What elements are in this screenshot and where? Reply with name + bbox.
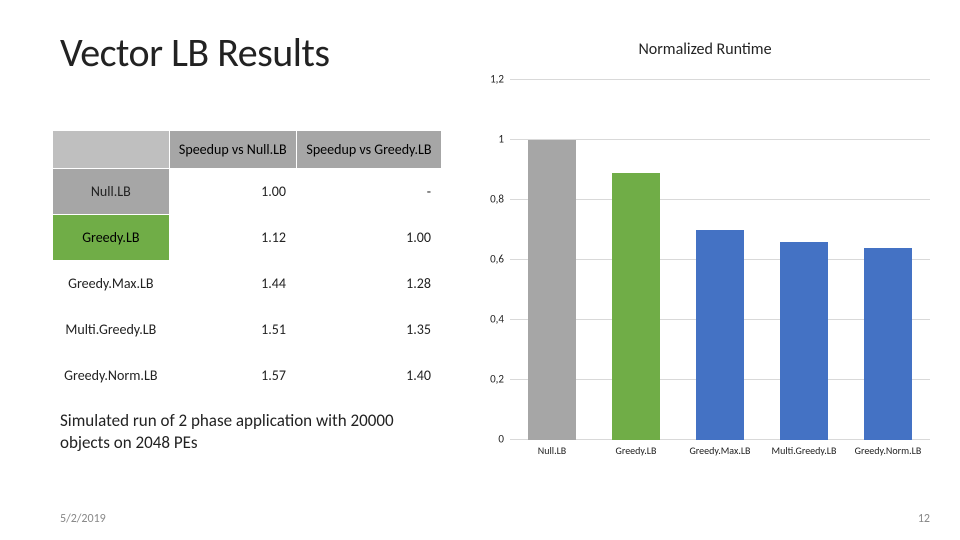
runtime-chart: Normalized Runtime 00,20,40,60,811,2 Nul…	[470, 40, 940, 480]
row-label: Greedy.Max.LB	[53, 261, 170, 307]
row-val-1: 1.51	[169, 307, 296, 353]
chart-plot-area: 00,20,40,60,811,2	[510, 80, 930, 440]
slide: Vector LB Results Speedup vs Null.LB Spe…	[0, 0, 960, 540]
table-row: Greedy.Norm.LB1.571.40	[53, 353, 442, 399]
bar	[696, 230, 744, 440]
chart-title: Normalized Runtime	[470, 40, 940, 59]
col-header-1: Speedup vs Null.LB	[169, 131, 296, 169]
bar	[528, 140, 576, 440]
row-label: Greedy.LB	[53, 215, 170, 261]
bars-container	[510, 80, 930, 440]
row-val-1: 1.57	[169, 353, 296, 399]
chart-x-labels: Null.LB Greedy.LB Greedy.Max.LB Multi.Greed…	[510, 444, 930, 457]
row-val-2: 1.00	[296, 215, 441, 261]
table-row: Multi.Greedy.LB1.511.35	[53, 307, 442, 353]
y-tick-label: 1,2	[490, 73, 504, 86]
table-row: Greedy.LB1.121.00	[53, 215, 442, 261]
y-tick-label: 0	[498, 433, 504, 446]
y-tick-label: 0,4	[490, 313, 504, 326]
row-label: Greedy.Norm.LB	[53, 353, 170, 399]
caption-text: Simulated run of 2 phase application wit…	[60, 410, 440, 454]
x-tick-label: Greedy.Max.LB	[696, 444, 744, 457]
bar	[612, 173, 660, 440]
table-row: Greedy.Max.LB1.441.28	[53, 261, 442, 307]
row-label: Multi.Greedy.LB	[53, 307, 170, 353]
page-title: Vector LB Results	[60, 28, 330, 77]
row-val-2: 1.40	[296, 353, 441, 399]
x-tick-label: Null.LB	[528, 444, 576, 457]
y-tick-label: 0,6	[490, 253, 504, 266]
x-tick-label: Greedy.Norm.LB	[864, 444, 912, 457]
row-val-2: 1.28	[296, 261, 441, 307]
footer-page: 12	[918, 512, 930, 526]
footer-date: 5/2/2019	[60, 512, 106, 526]
y-tick-label: 1	[498, 133, 504, 146]
x-tick-label: Greedy.LB	[612, 444, 660, 457]
bar	[864, 248, 912, 440]
y-tick-label: 0,2	[490, 373, 504, 386]
row-val-2: 1.35	[296, 307, 441, 353]
y-tick-label: 0,8	[490, 193, 504, 206]
row-val-1: 1.12	[169, 215, 296, 261]
row-val-1: 1.44	[169, 261, 296, 307]
table-row: Null.LB1.00-	[53, 169, 442, 215]
row-val-1: 1.00	[169, 169, 296, 215]
row-val-2: -	[296, 169, 441, 215]
col-header-blank	[53, 131, 170, 169]
bar	[780, 242, 828, 440]
speedup-table: Speedup vs Null.LB Speedup vs Greedy.LB …	[52, 130, 442, 399]
col-header-2: Speedup vs Greedy.LB	[296, 131, 441, 169]
row-label: Null.LB	[53, 169, 170, 215]
x-tick-label: Multi.Greedy.LB	[780, 444, 828, 457]
